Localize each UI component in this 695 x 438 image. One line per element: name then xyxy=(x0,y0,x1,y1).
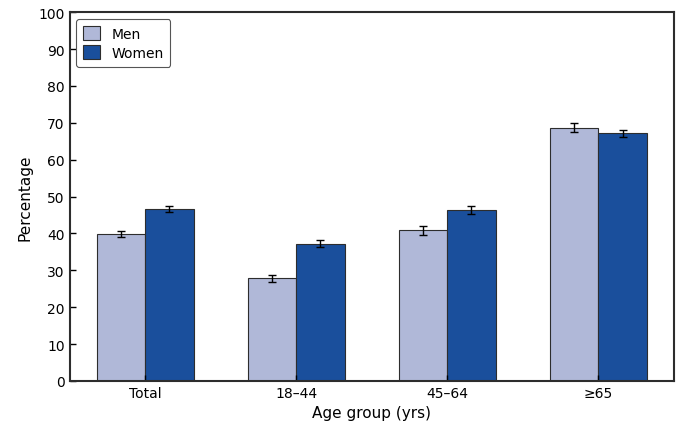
Bar xyxy=(97,234,145,381)
Legend: Men, Women: Men, Women xyxy=(76,20,170,67)
Bar xyxy=(448,210,496,381)
Bar xyxy=(550,128,598,381)
X-axis label: Age group (yrs): Age group (yrs) xyxy=(312,406,432,420)
Bar xyxy=(145,209,194,381)
Y-axis label: Percentage: Percentage xyxy=(17,154,33,240)
Bar xyxy=(248,279,296,381)
Bar xyxy=(598,134,646,381)
Bar xyxy=(296,244,345,381)
Bar xyxy=(399,231,448,381)
